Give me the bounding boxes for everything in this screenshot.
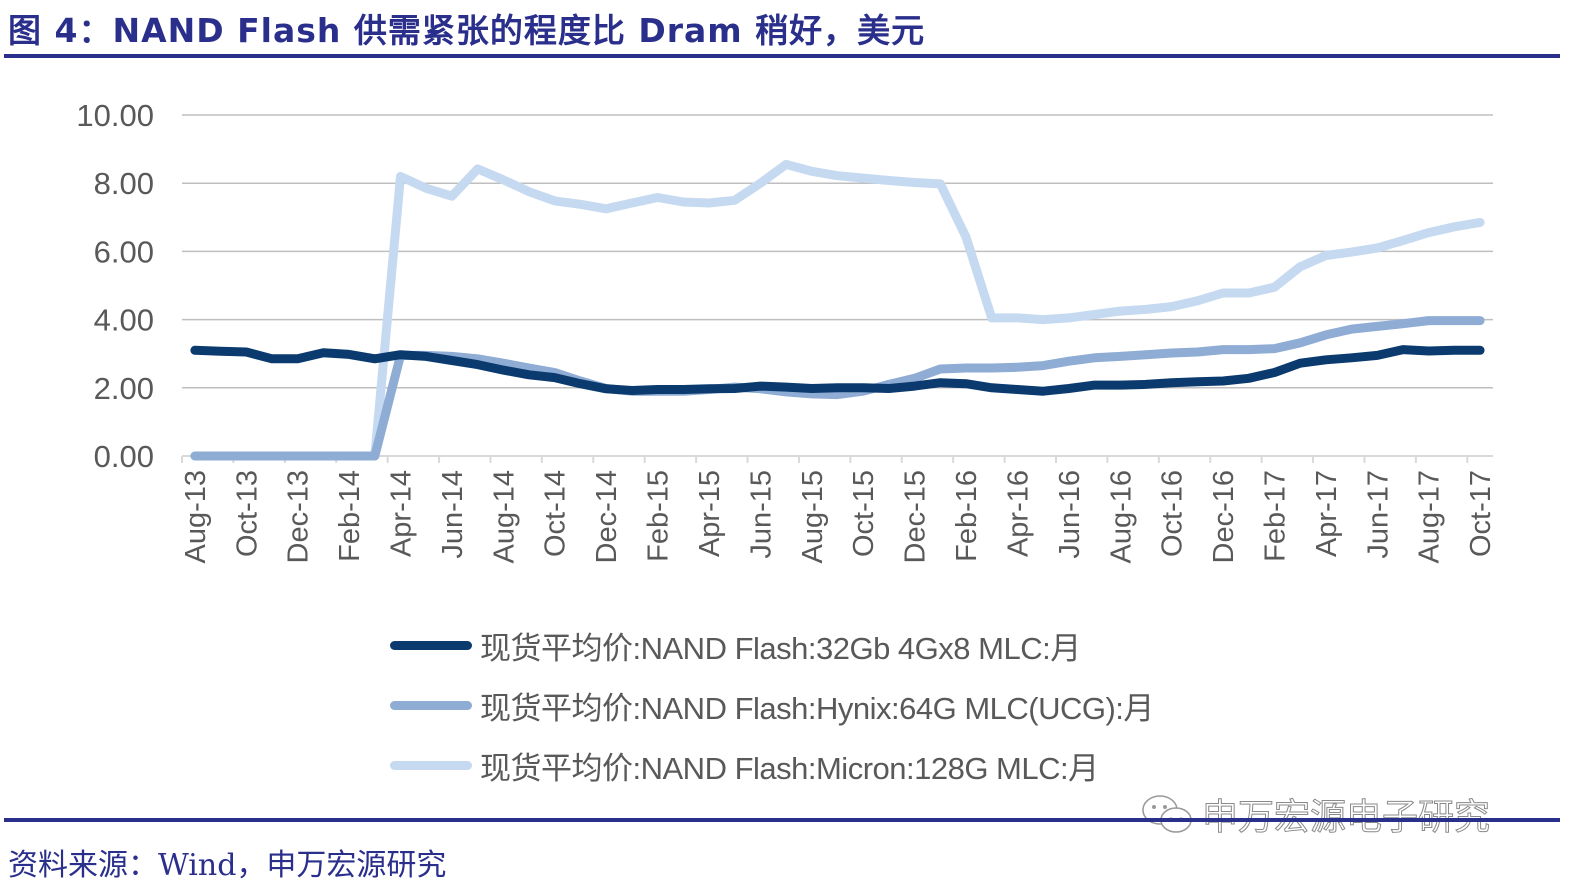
legend-label: 现货平均价:NAND Flash:Hynix:64G MLC(UCG):月 xyxy=(480,690,1154,726)
x-tick-label: Aug-14 xyxy=(488,470,520,564)
watermark: 申万宏源电子研究 xyxy=(1140,788,1491,840)
wechat-icon xyxy=(1142,795,1192,833)
y-tick-label: 2.00 xyxy=(94,371,154,406)
watermark-text: 申万宏源电子研究 xyxy=(1201,797,1491,839)
x-tick-label: Oct-17 xyxy=(1465,470,1497,557)
legend-swatch-hynix xyxy=(390,700,472,710)
y-tick-label: 0.00 xyxy=(94,439,154,474)
series-lines xyxy=(190,159,1485,461)
x-axis: Aug-13 Oct-13 Dec-13 Feb-14 Apr-14 Jun-14 Aug-… xyxy=(180,455,1497,564)
x-tick-label: Aug-16 xyxy=(1105,470,1137,564)
x-tick-label: Apr-17 xyxy=(1311,470,1343,557)
legend-swatch-micron xyxy=(390,760,472,770)
y-tick-label: 6.00 xyxy=(94,234,154,269)
x-tick-label: Oct-14 xyxy=(540,470,572,557)
x-tick-label: Oct-15 xyxy=(848,470,880,557)
y-axis: 0.00 2.00 4.00 6.00 8.00 10.00 xyxy=(76,98,154,474)
x-tick-label: Dec-13 xyxy=(283,470,315,564)
x-tick-label: Feb-16 xyxy=(951,470,983,562)
legend-label: 现货平均价:NAND Flash:32Gb 4Gx8 MLC:月 xyxy=(480,630,1081,666)
x-tick-label: Apr-16 xyxy=(1002,470,1034,557)
x-tick-label: Feb-17 xyxy=(1260,470,1292,562)
x-tick-label: Aug-17 xyxy=(1414,470,1446,564)
legend-item-hynix: 现货平均价:NAND Flash:Hynix:64G MLC(UCG):月 xyxy=(390,675,1154,735)
source-note: 资料来源：Wind，申万宏源研究 xyxy=(8,848,447,883)
y-tick-label: 4.00 xyxy=(94,303,154,338)
legend: 现货平均价:NAND Flash:32Gb 4Gx8 MLC:月 现货平均价:N… xyxy=(390,615,1154,795)
x-tick-label: Feb-15 xyxy=(643,470,675,562)
x-tick-label: Oct-13 xyxy=(231,470,263,557)
title-divider xyxy=(4,54,1560,58)
x-tick-label: Apr-15 xyxy=(694,470,726,557)
x-tick-label: Dec-16 xyxy=(1208,470,1240,564)
x-tick-label: Jun-14 xyxy=(437,470,469,559)
y-tick-label: 10.00 xyxy=(76,98,154,133)
legend-label: 现货平均价:NAND Flash:Micron:128G MLC:月 xyxy=(480,750,1099,786)
x-tick-label: Aug-13 xyxy=(180,470,212,564)
x-tick-label: Feb-14 xyxy=(334,470,366,562)
x-tick-label: Dec-14 xyxy=(591,470,623,564)
footer-divider xyxy=(4,818,1560,822)
x-tick-label: Aug-15 xyxy=(797,470,829,564)
x-tick-label: Jun-15 xyxy=(745,470,777,559)
x-tick-label: Dec-15 xyxy=(900,470,932,564)
series-line-0 xyxy=(190,345,1485,396)
legend-item-32gb: 现货平均价:NAND Flash:32Gb 4Gx8 MLC:月 xyxy=(390,615,1154,675)
series-line-2 xyxy=(190,159,1485,461)
page-title: 图 4：NAND Flash 供需紧张的程度比 Dram 稍好，美元 xyxy=(8,11,926,50)
legend-item-micron: 现货平均价:NAND Flash:Micron:128G MLC:月 xyxy=(390,735,1154,795)
x-tick-label: Oct-16 xyxy=(1157,470,1189,557)
x-tick-label: Apr-14 xyxy=(386,470,418,557)
y-tick-label: 8.00 xyxy=(94,166,154,201)
legend-swatch-32gb xyxy=(390,640,472,650)
x-tick-label: Jun-16 xyxy=(1054,470,1086,559)
x-tick-label: Jun-17 xyxy=(1362,470,1394,559)
